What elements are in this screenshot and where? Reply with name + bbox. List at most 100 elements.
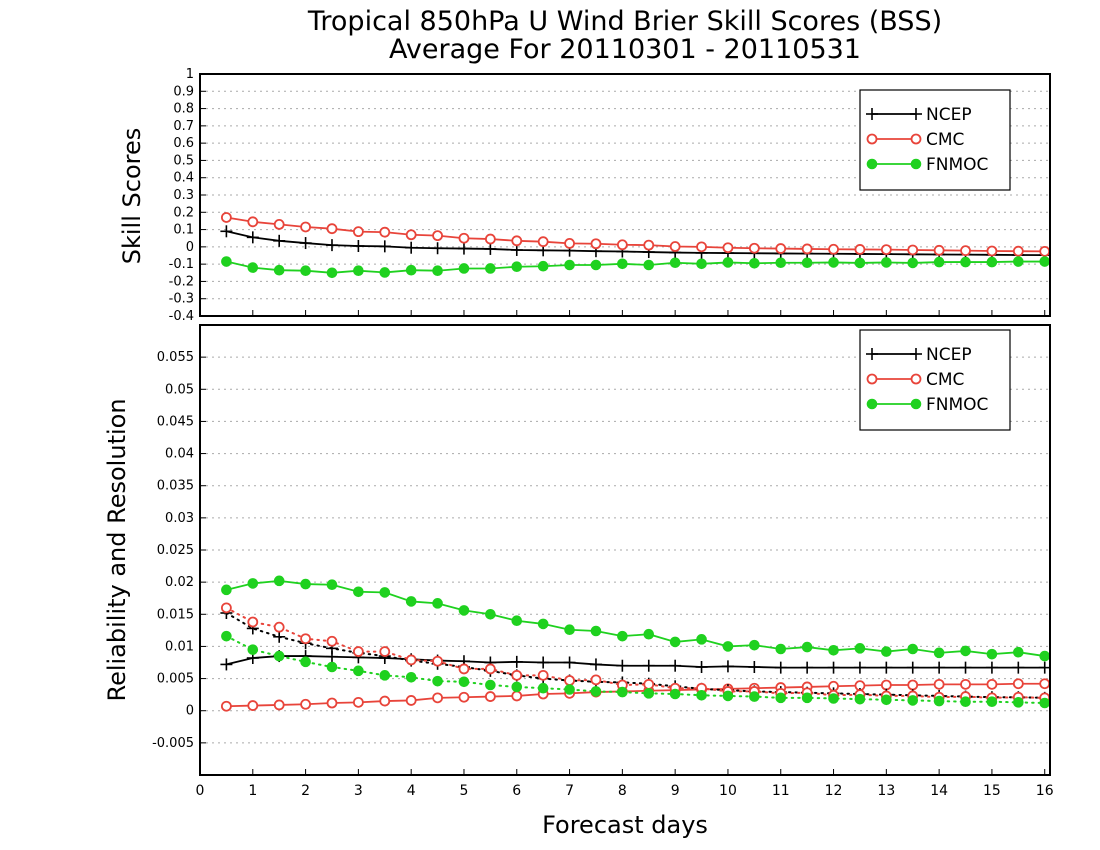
skill-point-ncep-2 [273,234,286,247]
relres-ytick-label-9: 0.04 [165,447,194,462]
skill-point-fnmoc-10 [485,263,496,274]
skill-point-fnmoc-19 [722,257,734,268]
skill-point-fnmoc-18 [696,258,707,270]
xtick-label-16: 16 [1036,783,1054,799]
relres-point-ncep-19 [721,660,734,673]
relres-point-fnmoc-6 [379,670,391,681]
skill-point-cmc-27 [933,244,945,256]
relres-legend-marker-start-cmc [866,373,878,385]
relres-point-fnmoc-17 [669,688,681,700]
relres-point-fnmoc-21 [775,643,787,655]
skill-point-ncep-1 [246,231,259,244]
skill-point-cmc-13 [564,237,575,249]
relres-series-fnmoc [221,575,1051,662]
relres-ytick-label-3: 0.01 [165,639,194,654]
skill-legend-marker-start-cmc [866,133,878,145]
relres-point-cmc-8 [432,655,443,667]
x-axis-label: Forecast days [542,811,708,839]
relres-point-cmc-10 [484,663,496,675]
skill-point-cmc-25 [880,244,892,256]
relres-point-ncep-27 [933,661,946,674]
skill-ytick-label-4: 0 [186,240,194,255]
skill-point-ncep-5 [352,239,365,252]
chart-title-line1: Tropical 850hPa U Wind Brier Skill Score… [307,6,942,37]
skill-series-cmc [220,212,1051,257]
relres-point-ncep-28 [959,661,972,674]
relres-point-fnmoc-11 [511,615,523,627]
skill-point-cmc-12 [537,236,549,248]
relres-point-fnmoc-7 [405,671,417,683]
skill-point-cmc-7 [405,229,417,241]
relres-point-ncep-2 [273,630,286,643]
skill-point-cmc-2 [273,218,285,230]
relres-point-cmc-1 [247,616,259,628]
relres-point-fnmoc-16 [643,628,655,640]
relres-point-fnmoc-23 [828,644,839,656]
skill-ytick-label-14: 1 [186,67,194,82]
skill-point-cmc-15 [616,239,628,251]
relres-point-fnmoc-22 [801,692,813,704]
relres-point-fnmoc-14 [590,686,602,697]
relres-point-cmc-12 [537,669,549,681]
skill-point-cmc-22 [801,243,813,255]
skill-ytick-label-10: 0.6 [173,136,194,151]
relres-point-fnmoc-16 [643,688,655,699]
skill-point-fnmoc-4 [326,267,338,279]
skill-point-cmc-23 [828,243,839,255]
skill-line-fnmoc [226,260,1045,274]
relres-point-fnmoc-28 [960,645,971,657]
relres-point-cmc-11 [511,690,523,702]
relres-point-cmc-6 [379,695,391,707]
skill-ytick-label-12: 0.8 [173,102,194,117]
xtick-label-12: 12 [825,783,843,799]
relres-legend-label-fnmoc: FNMOC [926,395,988,415]
relres-point-fnmoc-14 [590,625,602,637]
skill-point-ncep-7 [405,241,418,254]
skill-point-ncep-4 [325,239,338,252]
skill-point-cmc-19 [722,242,734,254]
skill-point-fnmoc-16 [643,259,655,271]
xtick-label-14: 14 [930,783,948,799]
skill-point-cmc-9 [458,232,470,244]
skill-point-fnmoc-23 [828,257,839,268]
relres-point-cmc-9 [458,663,470,675]
skill-point-cmc-21 [775,243,787,254]
skill-point-fnmoc-8 [432,265,443,277]
skill-point-cmc-10 [484,233,496,245]
relres-series-cmc-dotted [220,602,1051,704]
relres-point-fnmoc-8 [432,598,443,609]
relres-point-fnmoc-4 [326,661,338,673]
skill-point-cmc-17 [669,241,681,252]
skill-legend-label-ncep: NCEP [926,105,972,125]
relres-point-cmc-9 [458,691,470,703]
skill-point-cmc-4 [326,223,338,235]
relres-point-fnmoc-23 [828,693,839,704]
relres-point-ncep-0 [220,658,233,671]
relres-point-fnmoc-9 [458,605,470,616]
skill-legend-marker-start-ncep [866,108,878,120]
skill-ytick-label-3: -0.1 [169,257,194,272]
skill-point-fnmoc-25 [881,257,892,268]
skill-point-fnmoc-12 [537,260,549,272]
relres-point-fnmoc-2 [273,650,285,662]
skill-point-ncep-8 [431,242,444,255]
skill-ytick-label-7: 0.3 [173,188,194,203]
relres-line-cmc [226,682,1045,708]
relres-point-ncep-12 [537,656,550,669]
skill-point-fnmoc-13 [564,259,575,271]
relres-point-fnmoc-0 [221,630,232,642]
skill-point-cmc-11 [511,235,523,247]
skill-point-ncep-9 [457,242,470,255]
relres-point-fnmoc-7 [405,596,417,607]
relres-point-cmc-5 [352,646,364,657]
relres-point-fnmoc-31 [1039,697,1051,709]
xtick-label-10: 10 [719,783,737,799]
relres-line-fnmoc [226,579,1045,657]
relres-series-ncep [220,650,1051,674]
relres-series-fnmoc-dotted [221,630,1051,709]
relres-legend-label-cmc: CMC [926,370,964,390]
skill-point-cmc-6 [379,226,391,238]
relres-point-ncep-11 [510,655,523,668]
relres-point-ncep-15 [616,659,629,672]
relres-point-fnmoc-6 [379,587,391,598]
